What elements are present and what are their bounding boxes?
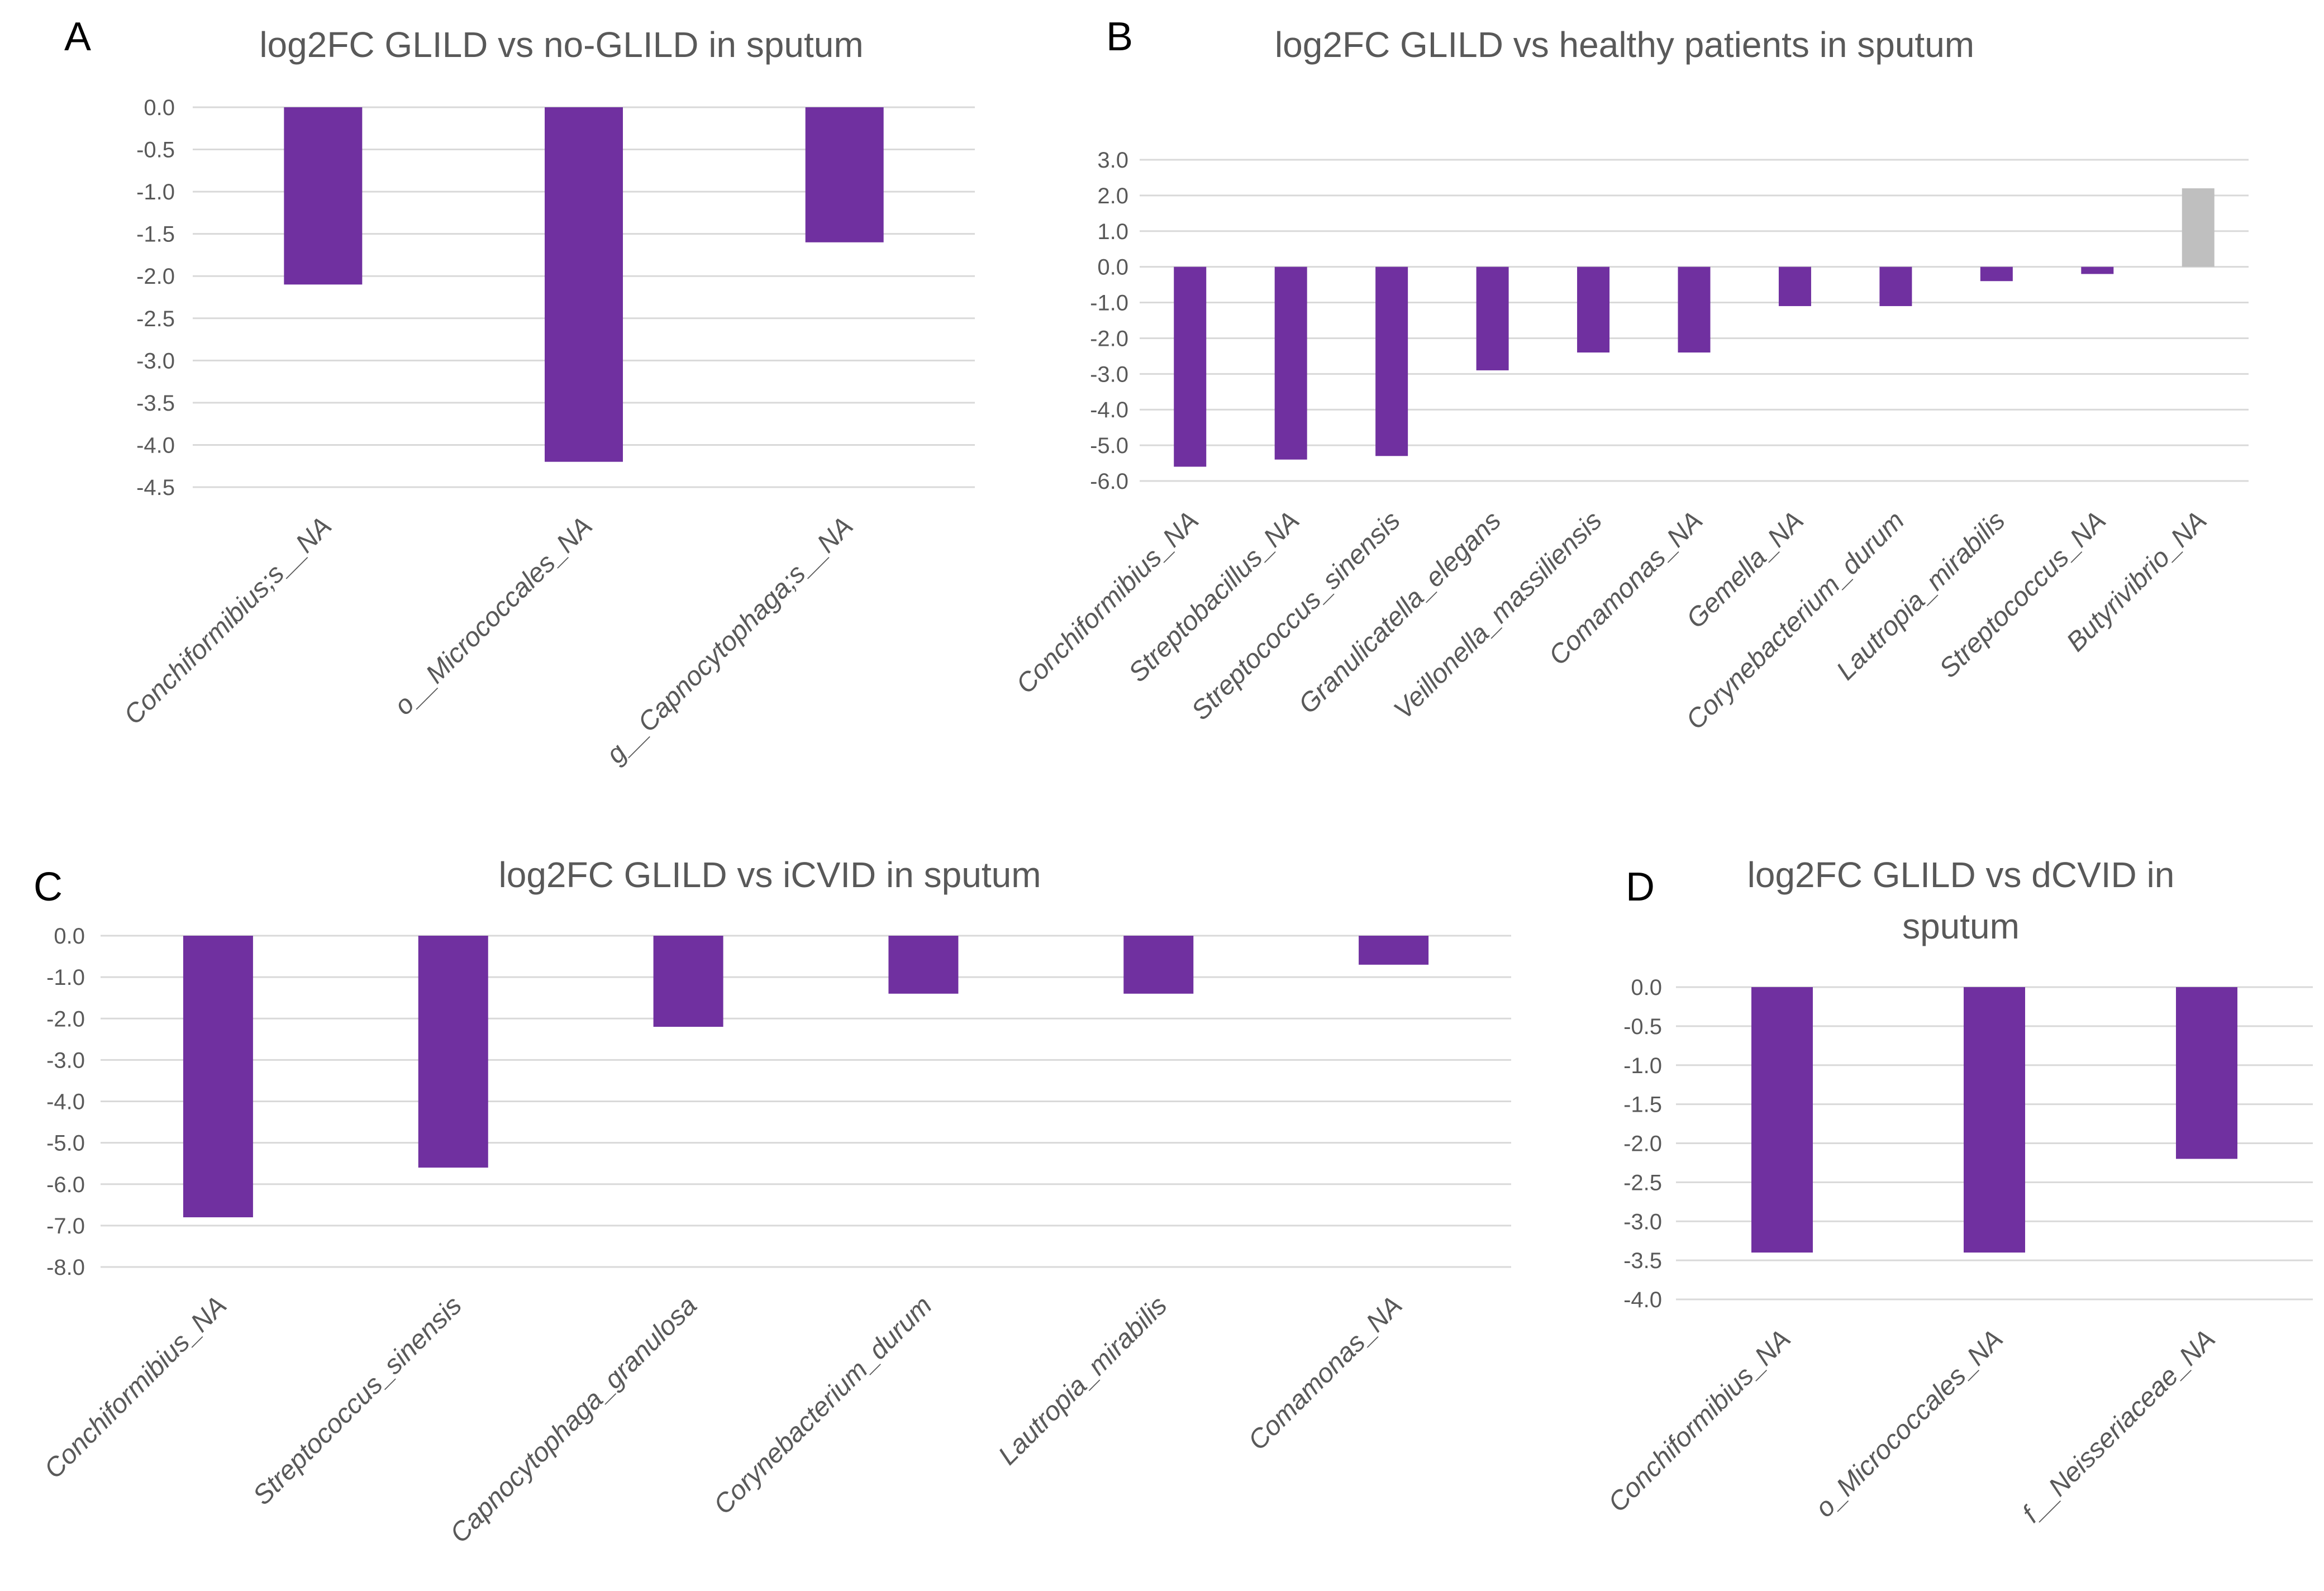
panel-c-bar <box>183 936 253 1218</box>
panel-c-bar <box>888 936 959 994</box>
panel-a-label: A <box>64 15 91 59</box>
panel-d-ytick-label: -0.5 <box>1623 1014 1662 1039</box>
panel-c-ytick-label: 0.0 <box>54 924 85 949</box>
panel-c-ytick-label: -1.0 <box>46 965 85 990</box>
panel-a-ytick-label: -1.5 <box>136 222 175 247</box>
panel-c-ytick-label: -2.0 <box>46 1007 85 1031</box>
panel-b-bar <box>1375 266 1408 456</box>
panel-c-bar <box>653 936 723 1027</box>
panel-b-bar <box>1879 266 1912 306</box>
panel-a-ytick-label: -4.5 <box>136 475 175 500</box>
panel-d-ytick-label: -4.0 <box>1623 1288 1662 1312</box>
panel-d-ytick-label: -2.5 <box>1623 1170 1662 1195</box>
panel-b-ytick-label: -6.0 <box>1090 469 1128 494</box>
panel-c-label: C <box>34 865 63 909</box>
panel-d-label: D <box>1626 865 1655 909</box>
panel-a-ytick-label: 0.0 <box>144 96 175 120</box>
panel-b-bar <box>1174 266 1207 467</box>
panel-b-ytick-label: 3.0 <box>1097 148 1128 173</box>
panel-b-ytick-label: -3.0 <box>1090 362 1128 387</box>
panel-d-ytick-label: 0.0 <box>1631 975 1662 1000</box>
panel-a-bar <box>545 107 623 462</box>
panel-d-ytick-label: -2.0 <box>1623 1132 1662 1156</box>
panel-b-ytick-label: 1.0 <box>1097 220 1128 244</box>
panel-b-ytick-label: -4.0 <box>1090 398 1128 422</box>
panel-b-title: log2FC GLILD vs healthy patients in sput… <box>1275 25 1974 65</box>
panel-a-ytick-label: -2.5 <box>136 307 175 331</box>
panel-a-ytick-label: -2.0 <box>136 264 175 289</box>
panel-b-bar <box>1678 266 1711 353</box>
panel-b-ytick-label: -2.0 <box>1090 326 1128 351</box>
panel-c-ytick-label: -3.0 <box>46 1048 85 1073</box>
panel-a-title: log2FC GLILD vs no-GLILD in sputum <box>259 25 863 65</box>
panel-c-ytick-label: -5.0 <box>46 1131 85 1156</box>
panel-d-ytick-label: -1.0 <box>1623 1054 1662 1078</box>
panel-a-ytick-label: -1.0 <box>136 180 175 204</box>
panel-d-bar <box>1751 987 1813 1253</box>
panel-a-bar <box>284 107 363 285</box>
panel-b-ytick-label: 0.0 <box>1097 255 1128 280</box>
panel-b-bar <box>1274 266 1307 460</box>
panel-a-ytick-label: -3.0 <box>136 349 175 373</box>
panel-b-bar <box>2182 188 2215 267</box>
panel-d-ytick-label: -1.5 <box>1623 1093 1662 1117</box>
panel-d-ytick-label: -3.5 <box>1623 1249 1662 1273</box>
panel-a-ytick-label: -0.5 <box>136 138 175 163</box>
panel-c-bar <box>1123 936 1194 994</box>
panel-a-bar <box>805 107 884 242</box>
panel-c-bar <box>1359 936 1429 965</box>
panel-b-ytick-label: -5.0 <box>1090 434 1128 458</box>
panel-b-bar <box>1577 266 1610 353</box>
panel-c-ytick-label: -6.0 <box>46 1173 85 1197</box>
panel-c-title: log2FC GLILD vs iCVID in sputum <box>499 855 1041 895</box>
panel-b-bar <box>1980 266 2013 282</box>
panel-b-bar <box>2081 266 2114 274</box>
panel-b-bar <box>1778 266 1811 306</box>
panel-c-bar <box>418 936 488 1168</box>
panel-c-ytick-label: -4.0 <box>46 1090 85 1114</box>
panel-d-bar <box>1964 987 2025 1253</box>
panel-c-ytick-label: -7.0 <box>46 1214 85 1238</box>
panel-d-ytick-label: -3.0 <box>1623 1209 1662 1234</box>
panel-a-ytick-label: -4.0 <box>136 433 175 458</box>
panel-d-title-line-2: sputum <box>1902 906 2020 946</box>
panel-a-ytick-label: -3.5 <box>136 391 175 416</box>
panel-b-label: B <box>1106 15 1133 59</box>
panel-c-ytick-label: -8.0 <box>46 1255 85 1280</box>
panel-b-bar <box>1476 266 1509 370</box>
panel-b-ytick-label: 2.0 <box>1097 184 1128 208</box>
panel-b-ytick-label: -1.0 <box>1090 291 1128 316</box>
panel-d-bar <box>2176 987 2237 1159</box>
panel-d-title-line-1: log2FC GLILD vs dCVID in <box>1747 855 2175 895</box>
